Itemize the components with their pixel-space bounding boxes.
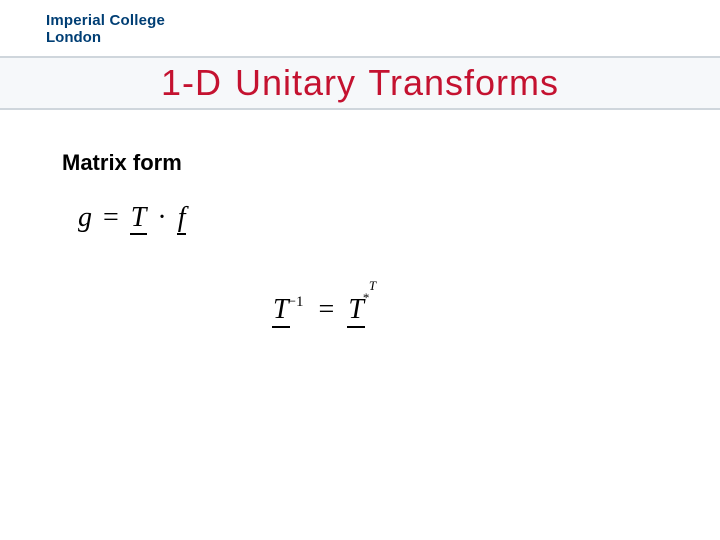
eq1-f: f [177,202,187,235]
eq2-T-lhs: T [272,294,290,328]
eq2-sup-rhs-bot: * [363,292,376,304]
logo-line-2: London [46,29,165,46]
eq2-equals: = [313,294,341,325]
eq1-equals: = [99,202,123,233]
eq1-T: T [130,202,148,235]
institution-logo: Imperial College London [46,12,165,47]
section-heading: Matrix form [62,150,182,176]
equation-2: T−1 = TT* [272,294,378,328]
logo-line-1: Imperial College [46,12,165,29]
eq1-g: g [78,202,92,233]
eq2-sup-rhs: T* [363,280,376,303]
slide-title: 1-D Unitary Transforms [161,62,559,104]
eq1-dot: · [154,202,169,233]
equation-1: g = T · f [78,202,186,234]
title-band: 1-D Unitary Transforms [0,56,720,110]
eq2-sup-lhs: −1 [288,294,304,310]
